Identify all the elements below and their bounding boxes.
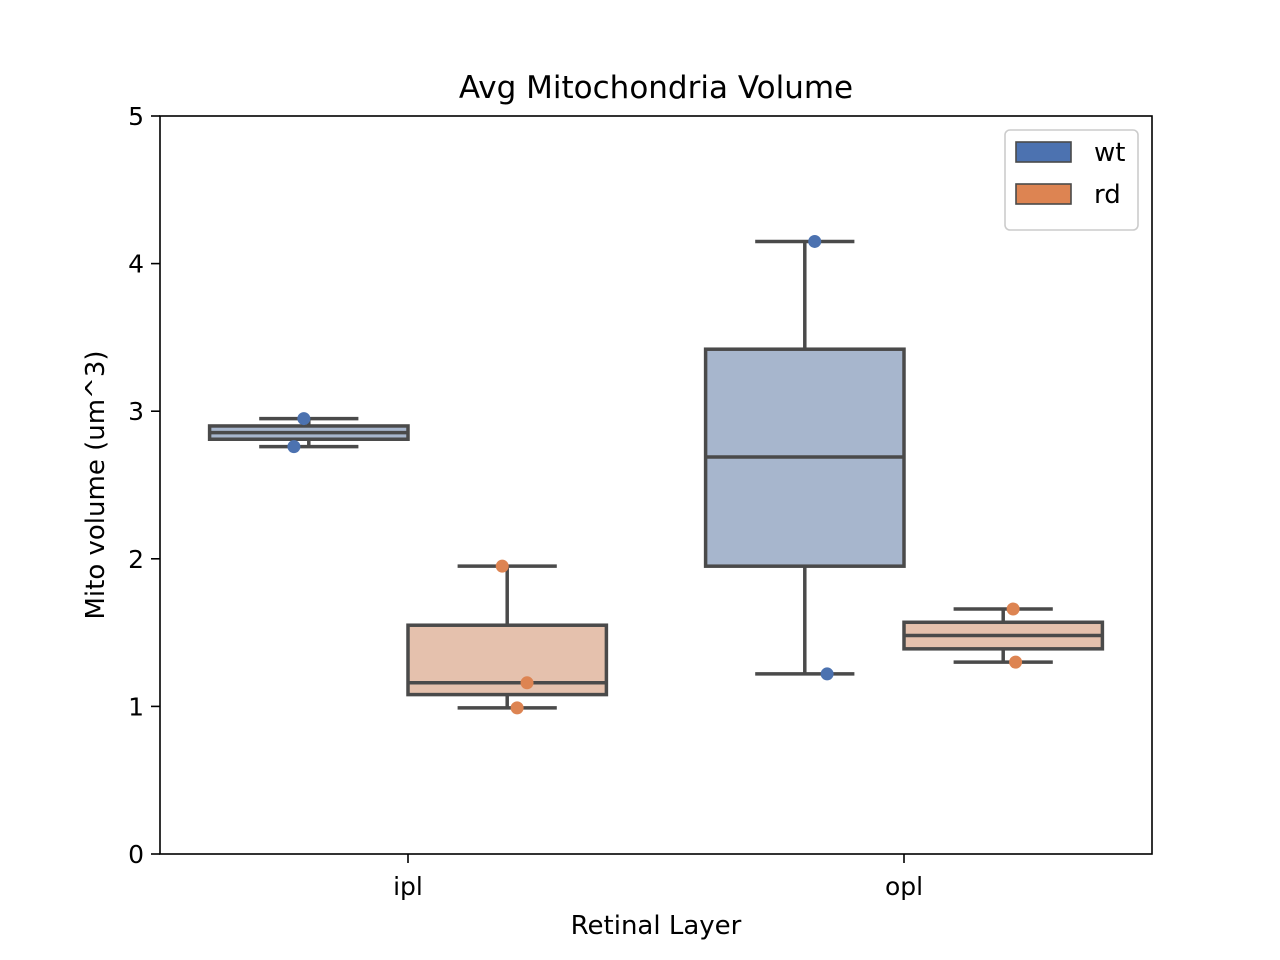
- data-point-wt-ipl-1: [287, 440, 301, 454]
- legend-swatch-wt: [1015, 141, 1072, 163]
- y-axis: 0 1 2 3 4 5: [128, 102, 160, 869]
- y-tick-label-4: 4: [128, 250, 144, 279]
- x-axis: ipl opl: [393, 854, 923, 901]
- y-tick-label-0: 0: [128, 840, 144, 869]
- legend: wt rd: [1004, 129, 1139, 231]
- x-tick-label-opl: opl: [885, 872, 923, 901]
- legend-label-rd: rd: [1094, 180, 1121, 210]
- y-tick-label-3: 3: [128, 397, 144, 426]
- data-point-rd-ipl-0: [495, 559, 509, 573]
- data-point-rd-ipl-1: [520, 676, 534, 690]
- data-point-wt-opl-2: [808, 234, 822, 248]
- y-tick-label-1: 1: [128, 692, 144, 721]
- legend-swatch-rd: [1015, 183, 1072, 205]
- plot-area: [207, 234, 1105, 715]
- data-point-wt-opl-3: [820, 667, 834, 681]
- x-axis-label: Retinal Layer: [571, 911, 742, 941]
- y-tick-label-2: 2: [128, 545, 144, 574]
- y-axis-label: Mito volume (um^3): [81, 350, 111, 619]
- y-tick-label-5: 5: [128, 102, 144, 131]
- data-point-rd-opl-3: [1006, 602, 1020, 616]
- x-tick-label-ipl: ipl: [393, 872, 423, 901]
- data-point-wt-ipl-0: [297, 412, 311, 426]
- legend-label-wt: wt: [1094, 138, 1125, 168]
- plot-frame: [159, 115, 1153, 855]
- data-point-rd-ipl-2: [510, 701, 524, 715]
- chart-title: Avg Mitochondria Volume: [459, 70, 853, 106]
- data-point-rd-opl-4: [1009, 655, 1023, 669]
